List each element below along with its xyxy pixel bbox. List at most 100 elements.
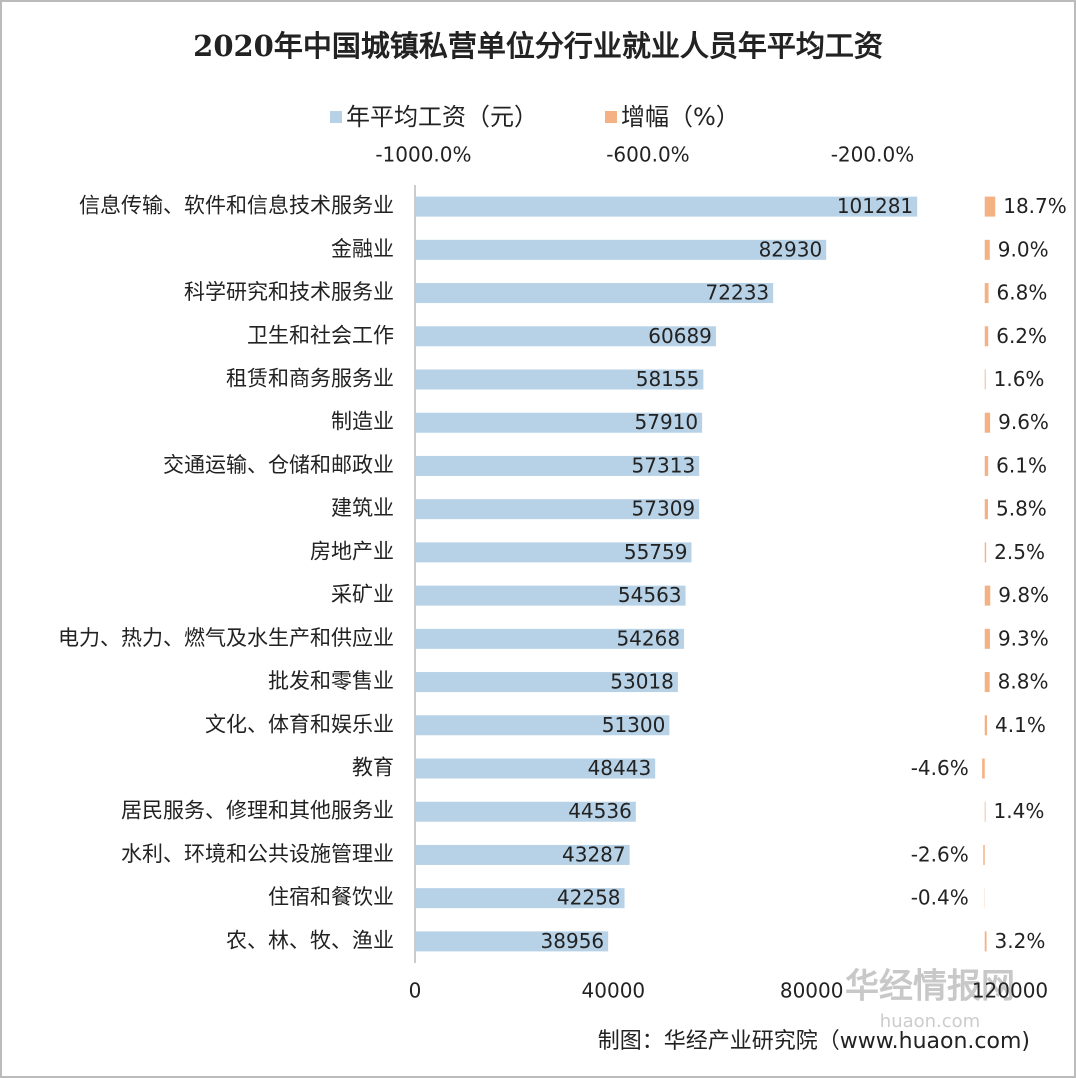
bar [415,283,774,304]
x-tick-label: 40000 [582,979,646,1003]
bar-label: 42258 [557,886,621,910]
growth-label: 18.7% [1003,194,1067,218]
bar [415,672,678,693]
bar [415,585,686,606]
bar-label: 57910 [635,410,699,434]
y-tick-label: 农、林、牧、渔业 [226,928,394,952]
growth-bar [984,455,989,476]
growth-bar [984,542,987,563]
y-tick-label: 水利、环境和公共设施管理业 [121,842,394,866]
growth-bar [984,585,991,606]
growth-label: -4.6% [911,756,969,780]
growth-label: 5.8% [996,497,1047,521]
bar [415,542,692,563]
y-tick-label: 制造业 [331,410,394,434]
x-tick-label: 80000 [780,979,844,1003]
legend-label: 增幅（%） [621,103,740,131]
y-tick-label: 信息传输、软件和信息技术服务业 [79,194,394,218]
bar-label: 57309 [632,497,696,521]
x-tick-label: 0 [409,979,422,1003]
growth-bar [982,758,985,779]
bar [415,412,703,433]
growth-label: 8.8% [998,670,1049,694]
bar-label: 82930 [759,237,823,261]
growth-bar [984,412,991,433]
bar [415,499,700,520]
watermark: huaon.com [880,1011,980,1032]
y-tick-label: 房地产业 [310,539,394,563]
growth-bar [984,196,996,217]
bar-label: 60689 [648,324,712,348]
y-tick-label: 建筑业 [331,496,394,520]
x2-tick-label: -200.0% [831,143,914,167]
growth-bar [983,844,985,865]
bar [415,239,827,260]
bar-label: 54268 [616,626,680,650]
legend-swatch [330,111,342,123]
growth-label: 6.2% [996,324,1047,348]
growth-label: 3.2% [995,929,1046,953]
growth-label: 2.5% [994,540,1045,564]
growth-bar [984,239,990,260]
bar-label: 54563 [618,583,682,607]
y-tick-label: 电力、热力、燃气及水生产和供应业 [58,626,394,650]
legend-label: 年平均工资（元） [346,103,538,131]
growth-bar [984,931,987,952]
watermark: 华经情报网 [845,967,1015,1007]
growth-label: 4.1% [995,713,1046,737]
growth-label: 9.6% [998,410,1049,434]
bar [415,888,625,909]
bar-label: 53018 [610,670,674,694]
y-tick-label: 采矿业 [331,583,394,607]
growth-label: -0.4% [911,886,969,910]
x2-tick-label: -600.0% [606,143,689,167]
y-tick-label: 批发和零售业 [268,669,394,693]
bar-label: 72233 [706,281,770,305]
source: 制图：华经产业研究院（www.huaon.com) [598,1029,1030,1054]
bar [415,369,704,390]
growth-label: 9.3% [998,626,1049,650]
y-tick-label: 住宿和餐饮业 [268,885,394,909]
growth-bar [984,499,988,520]
bar-label: 101281 [837,194,913,218]
y-tick-label: 金融业 [331,237,394,261]
bar-label: 57313 [632,453,696,477]
growth-bar [984,283,989,304]
bar-label: 38956 [541,929,605,953]
growth-label: 6.8% [997,281,1048,305]
growth-bar [984,801,986,822]
growth-bar [984,715,988,736]
growth-label: 6.1% [996,453,1047,477]
bar [415,628,685,649]
legend-swatch [605,111,617,123]
bar [415,844,630,865]
growth-label: 9.8% [998,583,1049,607]
bar [415,931,609,952]
y-tick-label: 交通运输、仓储和邮政业 [163,453,394,477]
bar-label: 48443 [588,756,652,780]
y-tick-label: 教育 [352,756,394,780]
growth-label: -2.6% [911,842,969,866]
bar-label: 58155 [636,367,700,391]
growth-label: 1.4% [994,799,1045,823]
bar [415,801,636,822]
bar-label: 43287 [562,842,626,866]
bar [415,455,700,476]
growth-bar [984,628,990,649]
y-tick-label: 科学研究和技术服务业 [184,280,394,304]
bar-label: 51300 [602,713,666,737]
bar-label: 44536 [568,799,632,823]
y-tick-label: 居民服务、修理和其他服务业 [121,799,394,823]
y-tick-label: 租赁和商务服务业 [226,367,394,391]
bar [415,758,656,779]
growth-bar [984,369,986,390]
chart-title: 2020年中国城镇私营单位分行业就业人员年平均工资 [193,29,883,63]
x-tick-label: 120000 [972,979,1048,1003]
bar [415,196,918,217]
x2-tick-label: -1000.0% [375,143,471,167]
growth-label: 1.6% [994,367,1045,391]
y-tick-label: 文化、体育和娱乐业 [205,712,394,736]
y-tick-label: 卫生和社会工作 [247,323,394,347]
growth-bar [984,326,989,347]
